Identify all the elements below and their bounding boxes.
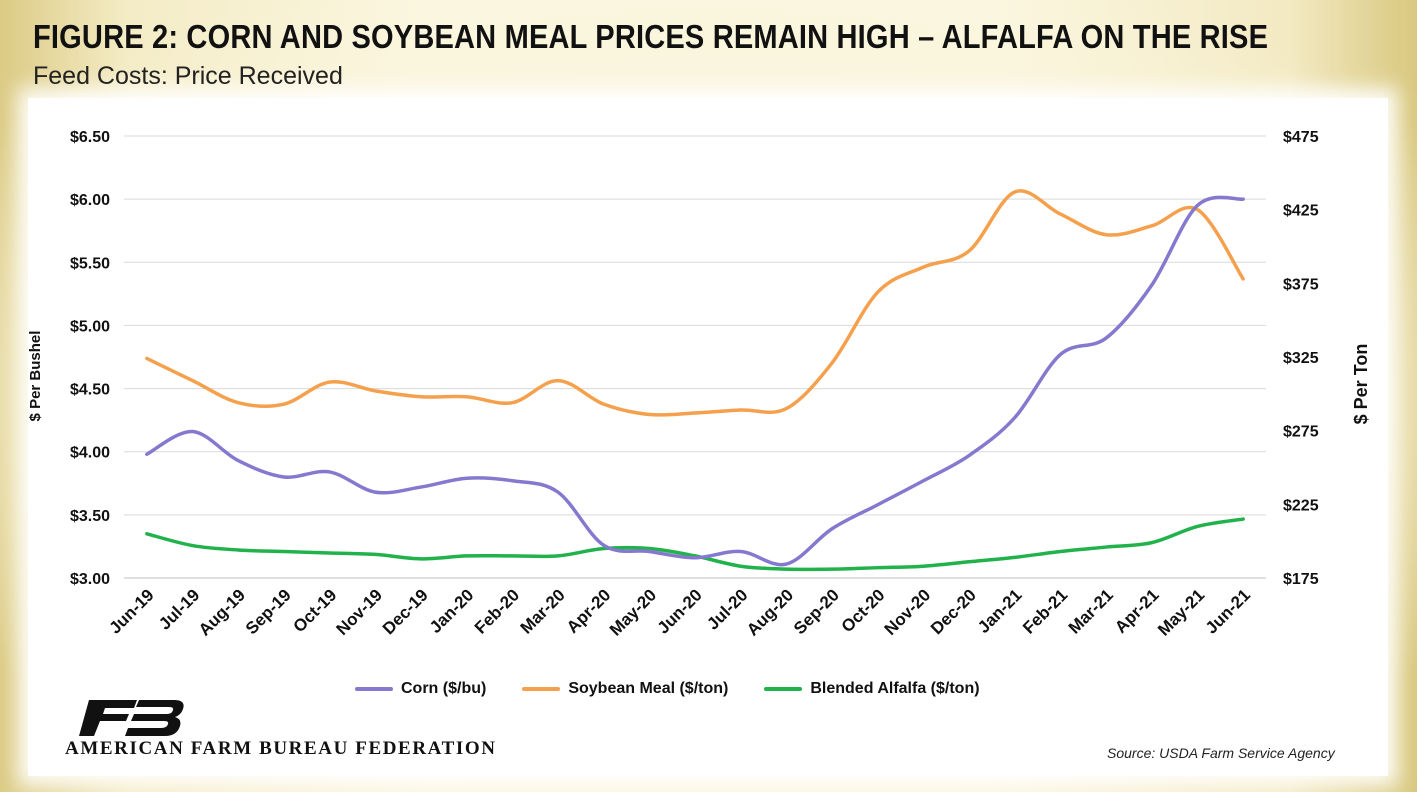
organization-name: AMERICAN FARM BUREAU FEDERATION — [65, 738, 497, 759]
x-tick-label: Mar-20 — [517, 585, 569, 637]
x-tick-label: Oct-20 — [838, 585, 889, 636]
x-tick-label: Oct-19 — [290, 585, 341, 636]
chart-panel — [28, 98, 1388, 776]
chart-title: FIGURE 2: CORN AND SOYBEAN MEAL PRICES R… — [33, 18, 1269, 55]
x-tick-label: Feb-21 — [1019, 585, 1071, 637]
series-line-soybean-meal — [145, 189, 1245, 417]
right-tick-label: $275 — [1283, 424, 1319, 441]
series-line-corn — [145, 195, 1245, 567]
legend-label-alfalfa: Blended Alfalfa ($/ton) — [810, 680, 980, 697]
x-tick-label: May-20 — [606, 585, 660, 639]
x-tick-label: Apr-20 — [563, 585, 615, 637]
x-tick-label: Dec-20 — [927, 585, 980, 638]
right-axis-ticks: $175 $225 $275 $325 $375 $425 $475 — [1283, 129, 1319, 588]
chart-subtitle: Feed Costs: Price Received — [33, 62, 343, 90]
legend: Corn ($/bu) Soybean Meal ($/ton) Blended… — [355, 680, 980, 698]
left-tick-label: $6.00 — [70, 192, 110, 209]
left-axis-ticks: $3.00 $3.50 $4.00 $4.50 $5.00 $5.50 $6.00 $6.50 — [70, 129, 110, 588]
left-axis-title: $ Per Bushel — [27, 331, 44, 422]
x-tick-label: Jun-20 — [654, 585, 706, 637]
x-tick-label: Mar-21 — [1065, 585, 1117, 637]
left-tick-label: $5.00 — [70, 318, 110, 335]
x-tick-label: Jan-21 — [974, 585, 1026, 637]
x-tick-label: Apr-21 — [1111, 585, 1163, 637]
legend-item-corn: Corn ($/bu) — [355, 680, 486, 698]
legend-swatch-alfalfa — [764, 687, 803, 691]
x-tick-label: Jun-21 — [1202, 585, 1254, 637]
left-tick-label: $3.50 — [70, 508, 110, 525]
right-tick-label: $375 — [1283, 276, 1319, 293]
x-tick-label: Nov-20 — [881, 585, 935, 639]
x-tick-label: Jun-19 — [105, 585, 157, 637]
x-tick-label: May-21 — [1154, 585, 1208, 639]
legend-item-alfalfa: Blended Alfalfa ($/ton) — [764, 680, 980, 698]
x-tick-label: Jan-20 — [426, 585, 478, 637]
right-tick-label: $225 — [1283, 497, 1319, 514]
gridlines — [124, 135, 1266, 516]
legend-label-soybean-meal: Soybean Meal ($/ton) — [568, 680, 729, 697]
series-group — [145, 189, 1245, 572]
legend-swatch-soybean-meal — [522, 687, 561, 691]
x-tick-label: Aug-19 — [195, 585, 249, 639]
source-note: Source: USDA Farm Service Agency — [1107, 745, 1335, 761]
legend-label-corn: Corn ($/bu) — [401, 680, 487, 697]
x-axis-ticks: Jun-19Jul-19Aug-19Sep-19Oct-19Nov-19Dec-… — [105, 585, 1254, 639]
left-tick-label: $6.50 — [70, 129, 110, 146]
x-tick-label: Aug-20 — [743, 585, 797, 639]
left-tick-label: $3.00 — [70, 571, 110, 588]
x-tick-label: Feb-20 — [471, 585, 523, 637]
x-tick-label: Nov-19 — [333, 585, 387, 639]
fb-logo-icon — [79, 700, 184, 736]
left-tick-label: $4.00 — [70, 445, 110, 462]
x-tick-label: Sep-20 — [790, 585, 843, 638]
right-tick-label: $475 — [1283, 129, 1319, 146]
x-tick-label: Sep-19 — [242, 585, 295, 638]
legend-item-soybean-meal: Soybean Meal ($/ton) — [522, 680, 728, 698]
right-tick-label: $425 — [1283, 203, 1319, 220]
left-tick-label: $4.50 — [70, 382, 110, 399]
right-tick-label: $175 — [1283, 571, 1319, 588]
x-tick-label: Dec-19 — [379, 585, 432, 638]
left-tick-label: $5.50 — [70, 255, 110, 272]
right-tick-label: $325 — [1283, 350, 1319, 367]
series-line-alfalfa — [145, 517, 1245, 572]
right-axis-title: $ Per Ton — [1351, 344, 1371, 425]
legend-swatch-corn — [355, 687, 393, 691]
